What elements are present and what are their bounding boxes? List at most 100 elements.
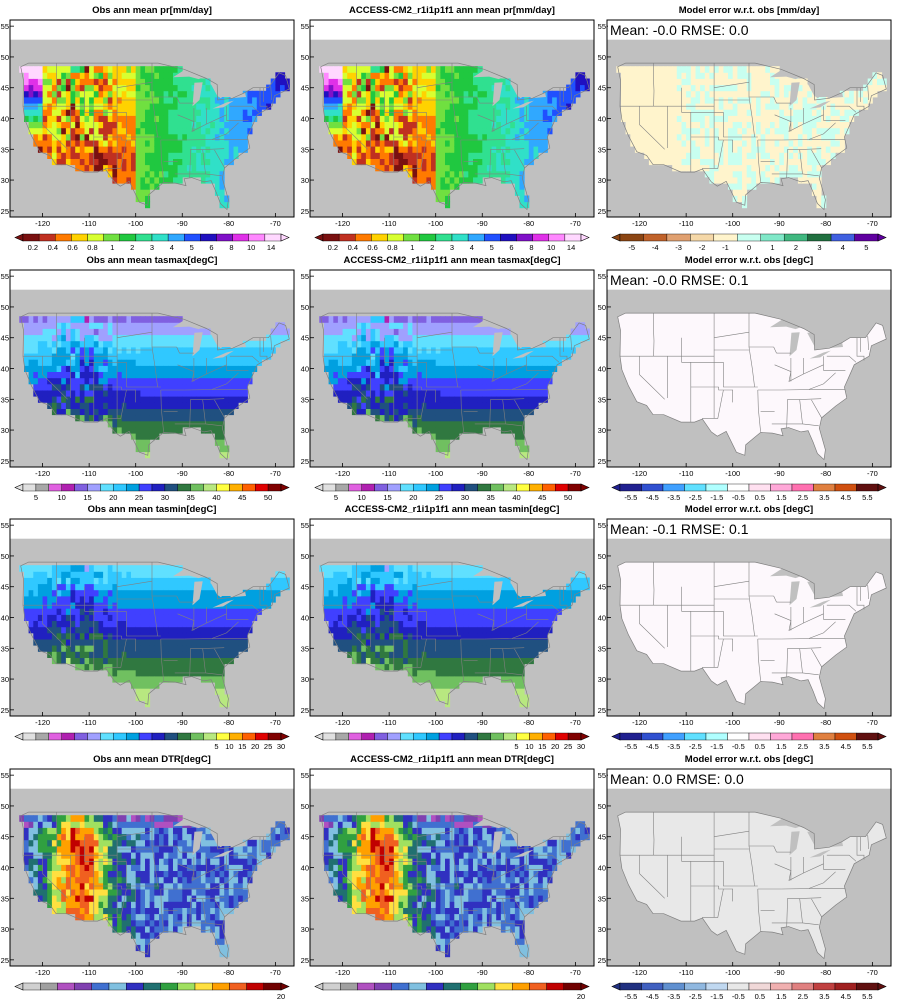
data-cell xyxy=(417,78,423,86)
data-cell xyxy=(393,115,399,122)
data-cell xyxy=(173,347,179,354)
data-cell xyxy=(751,66,757,73)
data-cell xyxy=(658,109,664,116)
data-cell xyxy=(42,347,48,354)
data-cell xyxy=(714,109,720,116)
data-cell xyxy=(149,158,155,166)
x-tick-label: -120 xyxy=(335,469,350,478)
state-border xyxy=(511,372,539,390)
data-cell xyxy=(117,97,123,104)
data-cell xyxy=(421,420,427,428)
data-cell xyxy=(168,371,174,379)
data-cell xyxy=(445,433,451,440)
data-cell xyxy=(219,121,225,129)
data-cell xyxy=(379,84,385,92)
data-cell xyxy=(284,334,290,342)
data-cell xyxy=(686,84,692,92)
data-cell xyxy=(728,158,734,166)
data-cell xyxy=(210,383,216,391)
data-cell xyxy=(449,396,455,403)
data-cell xyxy=(135,90,141,98)
data-cell xyxy=(412,90,418,98)
data-cell xyxy=(746,127,752,135)
data-cell xyxy=(653,127,659,135)
data-cell xyxy=(224,396,230,403)
data-cell xyxy=(210,115,216,122)
mexico-land xyxy=(356,414,449,467)
data-cell xyxy=(333,340,339,348)
data-cell xyxy=(33,365,39,372)
data-cell xyxy=(426,127,432,135)
data-cell xyxy=(658,115,664,122)
data-cell xyxy=(802,121,808,129)
data-cell xyxy=(186,396,192,403)
data-cell xyxy=(510,359,516,366)
data-cell xyxy=(435,445,441,453)
data-cell xyxy=(514,427,520,434)
data-cell xyxy=(214,390,220,397)
data-cell xyxy=(65,383,71,391)
data-cell xyxy=(37,583,43,591)
data-cell xyxy=(42,140,48,147)
data-cell xyxy=(70,620,76,628)
data-cell xyxy=(477,66,483,73)
data-cell xyxy=(760,152,766,159)
data-cell xyxy=(630,127,636,135)
data-cell xyxy=(816,195,822,203)
data-cell xyxy=(542,383,548,391)
data-cell xyxy=(709,66,715,73)
data-cell xyxy=(233,133,239,141)
data-cell xyxy=(435,66,441,73)
panel-title: Model error w.r.t. obs [mm/day] xyxy=(679,5,820,16)
data-cell xyxy=(783,90,789,98)
data-cell xyxy=(117,396,123,403)
data-cell xyxy=(75,390,81,397)
great-lake xyxy=(192,332,203,357)
data-cell xyxy=(491,383,497,391)
data-cell xyxy=(426,427,432,434)
data-cell xyxy=(75,396,81,403)
data-cell xyxy=(224,408,230,416)
data-cell xyxy=(440,414,446,422)
data-cell xyxy=(486,127,492,135)
colorbar-low-triangle xyxy=(314,233,324,242)
data-cell xyxy=(407,164,413,172)
data-cell xyxy=(704,170,710,178)
data-cell xyxy=(505,115,511,122)
data-cell xyxy=(723,72,729,79)
data-cell xyxy=(779,109,785,116)
data-cell xyxy=(89,383,95,391)
data-cell xyxy=(421,328,427,336)
data-cell xyxy=(61,632,67,640)
data-cell xyxy=(524,201,530,209)
data-cell xyxy=(219,97,225,104)
data-cell xyxy=(145,103,151,110)
data-cell xyxy=(393,152,399,159)
data-cell xyxy=(384,115,390,122)
data-cell xyxy=(98,316,104,323)
data-cell xyxy=(107,420,113,428)
data-cell xyxy=(389,347,395,354)
data-cell xyxy=(210,133,216,141)
data-cell xyxy=(634,97,640,104)
data-cell xyxy=(112,408,118,416)
data-cell xyxy=(140,365,146,372)
data-cell xyxy=(177,90,183,98)
data-cell xyxy=(163,371,169,379)
data-cell xyxy=(463,316,469,323)
data-cell xyxy=(233,109,239,116)
state-border xyxy=(514,149,525,168)
data-cell xyxy=(121,371,127,379)
data-cell xyxy=(219,195,225,203)
data-cell xyxy=(639,146,645,153)
data-cell xyxy=(65,72,71,79)
data-cell xyxy=(238,371,244,379)
data-cell xyxy=(816,109,822,116)
data-cell xyxy=(459,340,465,348)
data-cell xyxy=(473,365,479,372)
data-cell xyxy=(219,183,225,190)
colorbar-label: 0 xyxy=(747,243,751,252)
data-cell xyxy=(168,133,174,141)
data-cell xyxy=(75,577,81,585)
data-cell xyxy=(486,377,492,385)
